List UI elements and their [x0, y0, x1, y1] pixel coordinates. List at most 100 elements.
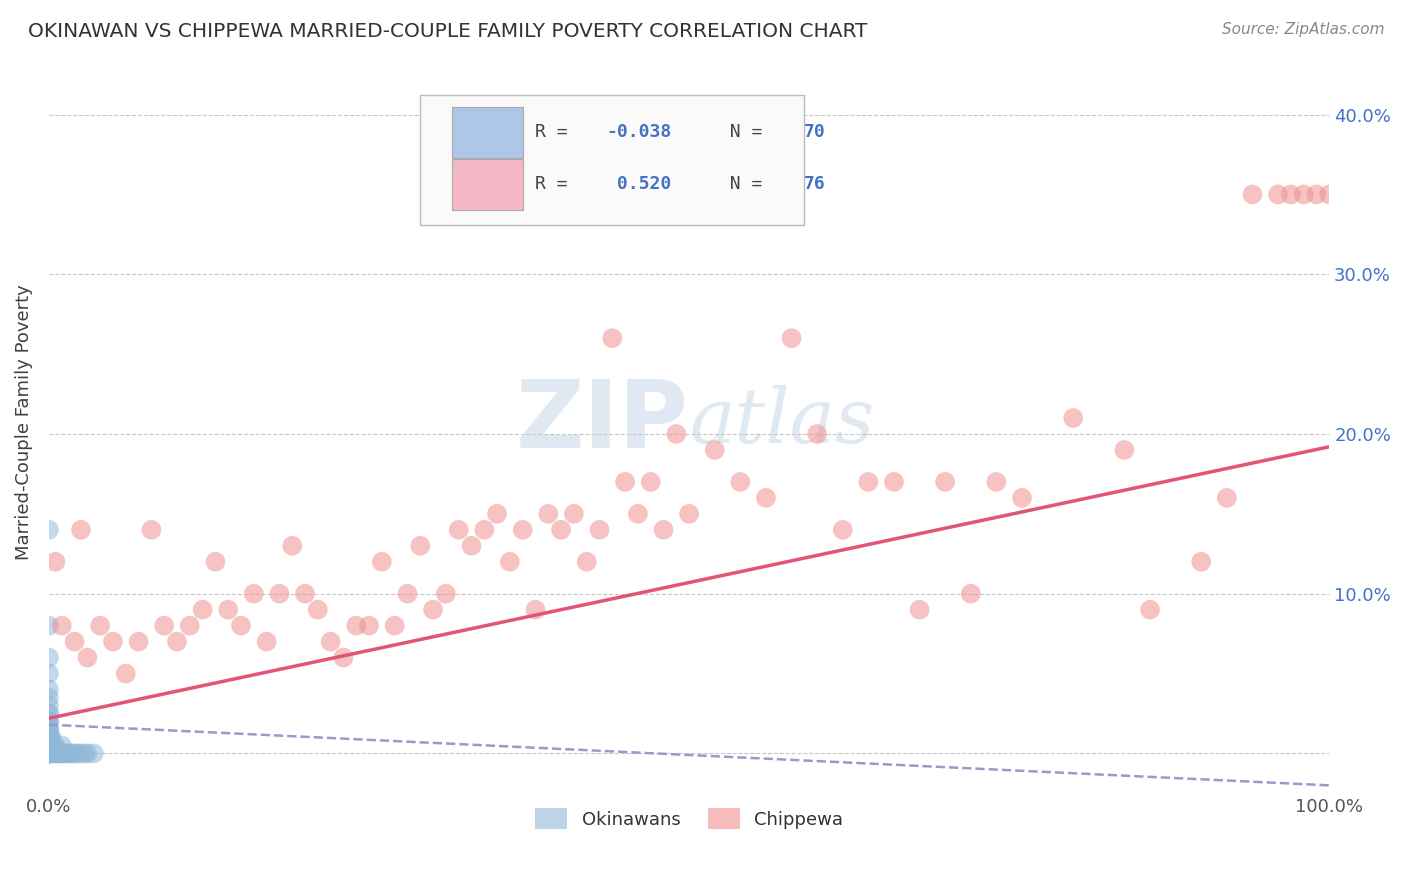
Point: [755, 491, 778, 505]
Point: [45, 747, 67, 761]
Point: [38, 714, 60, 729]
Point: [38, 731, 60, 745]
Text: R =: R =: [536, 176, 579, 194]
Point: [1241, 187, 1264, 202]
Point: [640, 475, 662, 489]
Point: [38, 618, 60, 632]
Point: [38, 747, 60, 761]
Point: [42, 747, 65, 761]
FancyBboxPatch shape: [453, 159, 523, 210]
Point: [56, 747, 79, 761]
Point: [357, 618, 380, 632]
Point: [588, 523, 610, 537]
FancyBboxPatch shape: [453, 107, 523, 158]
Point: [307, 602, 329, 616]
Text: 0.520: 0.520: [606, 176, 671, 194]
Point: [1267, 187, 1289, 202]
Point: [217, 602, 239, 616]
Point: [44, 555, 66, 569]
Point: [627, 507, 650, 521]
Point: [780, 331, 803, 345]
Point: [128, 634, 150, 648]
Point: [41, 739, 63, 753]
Point: [537, 507, 560, 521]
Point: [60, 747, 83, 761]
Point: [42, 747, 65, 761]
Point: [38, 682, 60, 697]
Point: [38, 739, 60, 753]
Point: [38, 723, 60, 737]
Point: [38, 747, 60, 761]
Point: [39, 747, 62, 761]
Point: [243, 587, 266, 601]
Point: [38, 739, 60, 753]
Point: [38, 747, 60, 761]
Point: [38, 650, 60, 665]
Point: [38, 731, 60, 745]
FancyBboxPatch shape: [420, 95, 804, 225]
Point: [38, 747, 60, 761]
Point: [460, 539, 482, 553]
Point: [447, 523, 470, 537]
Point: [332, 650, 354, 665]
Point: [83, 747, 105, 761]
Point: [294, 587, 316, 601]
Point: [38, 747, 60, 761]
Point: [614, 475, 637, 489]
Point: [831, 523, 853, 537]
Point: [499, 555, 522, 569]
Point: [38, 747, 60, 761]
Point: [76, 747, 98, 761]
Point: [39, 731, 62, 745]
Point: [179, 618, 201, 632]
Point: [51, 739, 73, 753]
Point: [550, 523, 572, 537]
Point: [434, 587, 457, 601]
Point: [703, 442, 725, 457]
Point: [575, 555, 598, 569]
Point: [38, 731, 60, 745]
Point: [51, 747, 73, 761]
Point: [524, 602, 547, 616]
Point: [41, 747, 63, 761]
Point: [371, 555, 394, 569]
Point: [319, 634, 342, 648]
Point: [38, 714, 60, 729]
Point: [384, 618, 406, 632]
Point: [48, 747, 70, 761]
Point: [38, 731, 60, 745]
Point: [986, 475, 1008, 489]
Y-axis label: Married-Couple Family Poverty: Married-Couple Family Poverty: [15, 285, 32, 560]
Point: [38, 731, 60, 745]
Point: [38, 706, 60, 721]
Point: [204, 555, 226, 569]
Text: atlas: atlas: [689, 385, 875, 459]
Point: [256, 634, 278, 648]
Point: [166, 634, 188, 648]
Point: [1279, 187, 1302, 202]
Text: N =: N =: [709, 176, 773, 194]
Point: [959, 587, 981, 601]
Point: [269, 587, 291, 601]
Point: [38, 739, 60, 753]
Text: OKINAWAN VS CHIPPEWA MARRIED-COUPLE FAMILY POVERTY CORRELATION CHART: OKINAWAN VS CHIPPEWA MARRIED-COUPLE FAMI…: [28, 22, 868, 41]
Point: [44, 739, 66, 753]
Point: [38, 747, 60, 761]
Point: [38, 747, 60, 761]
Point: [63, 747, 86, 761]
Point: [934, 475, 956, 489]
Point: [409, 539, 432, 553]
Point: [41, 731, 63, 745]
Point: [39, 747, 62, 761]
Point: [678, 507, 700, 521]
Point: [153, 618, 176, 632]
Point: [46, 747, 69, 761]
Text: Source: ZipAtlas.com: Source: ZipAtlas.com: [1222, 22, 1385, 37]
Point: [1062, 411, 1084, 425]
Point: [70, 523, 93, 537]
Text: ZIP: ZIP: [516, 376, 689, 468]
Point: [422, 602, 444, 616]
Point: [53, 747, 76, 761]
Point: [191, 602, 214, 616]
Point: [38, 747, 60, 761]
